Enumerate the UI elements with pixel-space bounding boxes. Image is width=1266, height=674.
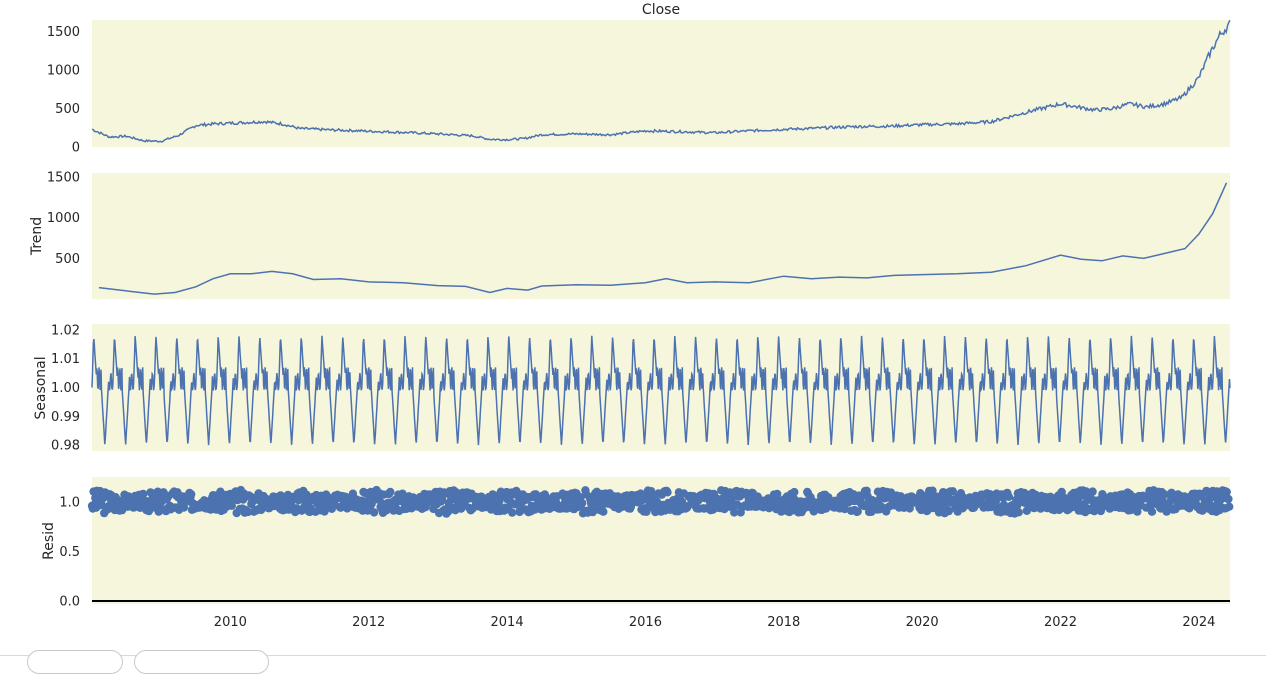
close-yticks: 0 500 1000 1500 [47,25,80,155]
resid-yticks: 0.0 0.5 1.0 [59,495,80,609]
ytick-label: 1.0 [59,495,80,510]
x-axis-ticks: 2010 2012 2014 2016 2018 2020 2022 2024 [214,615,1216,630]
resid-point [905,504,914,513]
xtick-label: 2022 [1044,615,1077,630]
seasonal-yticks: 0.98 0.99 1.00 1.01 1.02 [51,323,80,453]
resid-point [578,498,587,508]
resid-point [1014,508,1023,517]
xtick-label: 2020 [906,615,939,630]
resid-point [227,501,236,510]
resid-point [928,486,937,495]
close-title: Close [642,2,680,18]
ytick-label: 1000 [47,64,80,79]
close-plot-area [92,20,1230,147]
resid-point [853,507,862,516]
resid-point [944,506,953,516]
toolbar-button-2[interactable] [134,650,269,674]
trend-plot-area [92,173,1230,299]
ytick-label: 1500 [47,171,80,186]
resid-point [948,487,957,496]
ytick-label: 500 [55,252,80,267]
resid-point [1004,492,1014,501]
resid-point [1088,487,1097,496]
ytick-label: 1.01 [51,352,80,367]
ytick-label: 0.99 [51,410,80,425]
xtick-label: 2014 [491,615,524,630]
resid-point [1222,487,1231,497]
resid-ylabel: Resid [41,522,57,560]
ytick-label: 500 [55,102,80,117]
trend-ylabel: Trend [29,217,45,256]
resid-point [1225,502,1234,511]
resid-point [369,508,379,517]
xtick-label: 2018 [767,615,800,630]
resid-point [187,490,196,499]
ytick-label: 1000 [47,211,80,226]
resid-point [683,502,692,511]
resid-point [599,507,608,516]
xtick-label: 2012 [352,615,385,630]
seasonal-ylabel: Seasonal [33,356,49,419]
resid-point [508,508,517,517]
seasonal-panel: 0.98 0.99 1.00 1.01 1.02 Seasonal [33,323,1231,454]
seasonal-series-line [91,335,1231,446]
close-panel: 0 500 1000 1500 [47,19,1231,156]
xtick-label: 2010 [214,615,247,630]
ytick-label: 1.00 [51,381,80,396]
ytick-label: 1500 [47,25,80,40]
resid-point [386,487,395,497]
resid-point [840,504,849,514]
resid-point [179,503,189,512]
bottom-toolbar [0,655,1266,664]
toolbar-button-1[interactable] [27,650,123,674]
resid-point [1224,494,1233,504]
trend-yticks: 500 1000 1500 [47,171,80,267]
resid-panel: 0.0 0.5 1.0 Resid 2010 2012 2014 2016 2018 2020… [41,477,1234,630]
ytick-label: 0.5 [59,545,80,560]
close-series-line [91,19,1231,143]
resid-point [1159,489,1168,498]
resid-point [773,489,782,499]
ytick-label: 0 [72,141,80,156]
resid-point [1147,507,1157,516]
ytick-label: 1.02 [51,323,80,338]
resid-point [139,489,148,499]
resid-point [730,508,739,517]
resid-points [87,485,1234,518]
resid-point [663,488,672,497]
xtick-label: 2024 [1182,615,1215,630]
ytick-label: 0.0 [59,595,80,610]
trend-panel: 500 1000 1500 Trend [29,171,1230,299]
xtick-label: 2016 [629,615,662,630]
ytick-label: 0.98 [51,439,80,454]
trend-series-line [98,182,1228,295]
resid-point [438,496,447,505]
resid-point [790,487,799,497]
